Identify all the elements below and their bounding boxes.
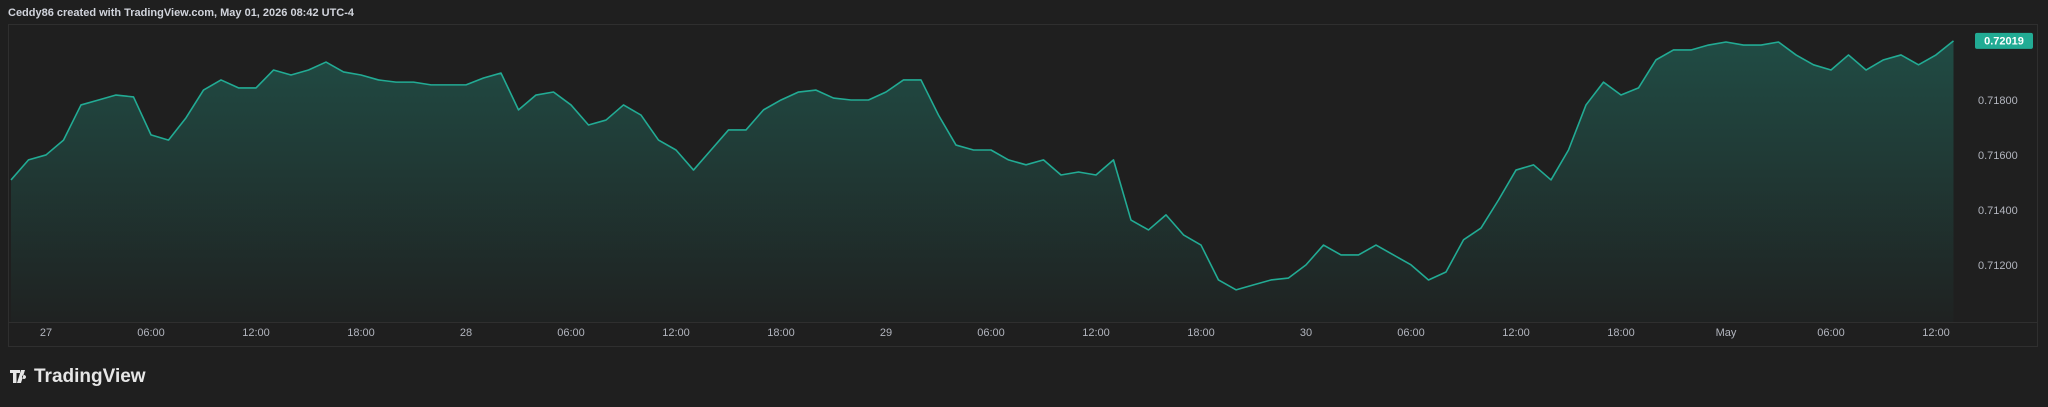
x-tick-label: 06:00 (137, 327, 165, 339)
x-tick-label: 06:00 (977, 327, 1005, 339)
logo-mark (10, 370, 27, 383)
x-tick-label: May (1716, 327, 1737, 339)
x-tick-label: 18:00 (767, 327, 795, 339)
x-tick-label: 30 (1300, 327, 1312, 339)
x-tick-label: 12:00 (1922, 327, 1950, 339)
x-tick-label: 06:00 (557, 327, 585, 339)
x-tick-label: 12:00 (242, 327, 270, 339)
x-tick-label: 18:00 (1187, 327, 1215, 339)
brand-logo: TradingView (10, 366, 146, 387)
area-fill (11, 40, 1954, 322)
last-price-tag (1975, 32, 2033, 49)
chart-frame (8, 24, 2038, 347)
last-price-label: 0.72019 (1984, 35, 2024, 47)
y-tick-label: 0.71600 (1978, 150, 2018, 162)
x-tick-label: 18:00 (1607, 327, 1635, 339)
price-line (10, 40, 1955, 291)
x-tick-label: 18:00 (347, 327, 375, 339)
y-tick-label: 0.71400 (1978, 205, 2018, 217)
x-tick-label: 12:00 (1502, 327, 1530, 339)
x-tick-label: 06:00 (1397, 327, 1425, 339)
x-tick-label: 12:00 (662, 327, 690, 339)
x-tick-label: 27 (40, 327, 52, 339)
x-tick-label: 29 (880, 327, 892, 339)
y-tick-label: 0.71800 (1978, 95, 2018, 107)
x-tick-label: 28 (460, 327, 472, 339)
chart-title: Ceddy86 created with TradingView.com, Ma… (8, 7, 355, 19)
y-tick-label: 0.71200 (1978, 260, 2018, 272)
x-tick-label: 06:00 (1817, 327, 1845, 339)
brand-name: TradingView (34, 366, 146, 387)
x-tick-label: 12:00 (1082, 327, 1110, 339)
